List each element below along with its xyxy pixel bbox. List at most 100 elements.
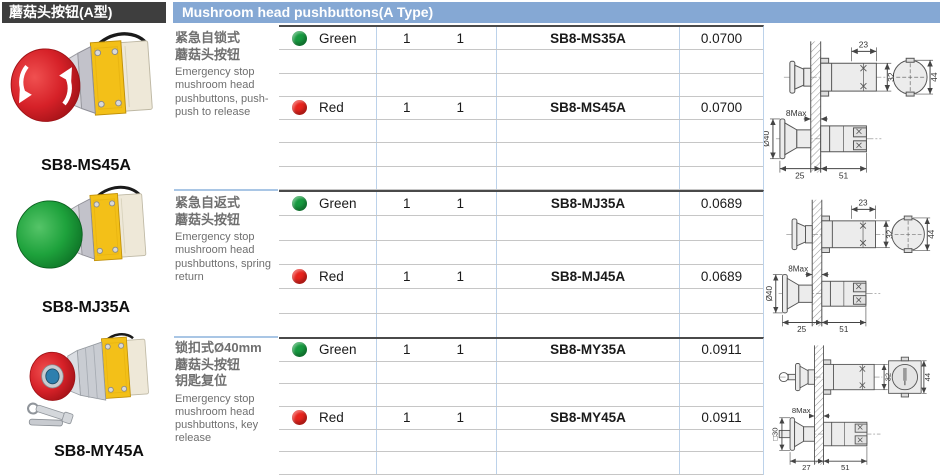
weight-cell: 0.0689 [680,192,763,215]
empty-cell [377,73,497,96]
qty-nc: 1 [456,196,464,212]
qty-cell: 1 1 [377,96,497,120]
green-color-dot-icon [292,196,307,212]
qty-no: 1 [403,100,411,116]
empty-cell [497,166,680,189]
empty-cell [497,429,680,452]
empty-cell [680,167,763,189]
weight-value: 0.0689 [700,196,743,212]
empty-cell [497,120,680,143]
model-number: SB8-MJ45A [550,269,626,285]
weight-value: 0.0911 [701,342,742,358]
page-title-english: Mushroom head pushbuttons(A Type) [173,2,940,23]
weight-value: 0.0700 [700,30,743,46]
mushroom-button-green-photo [16,185,147,269]
color-cell: Red [279,407,377,429]
description-cn-line: 锁扣式Ø40mm [175,340,262,355]
model-number: SB8-MY45A [550,410,626,426]
table-row-empty [279,384,763,408]
empty-cell [279,120,377,143]
table-row-empty [279,73,763,97]
empty-cell [377,240,497,264]
qty-no: 1 [403,30,411,46]
dim-label-panel: 27 [802,463,811,472]
table-row-empty [279,361,763,385]
empty-cell [497,143,680,166]
model-cell: SB8-MS35A [497,27,680,50]
description-cn-line: 紧急自锁式 [175,30,241,45]
red-color-dot-icon [292,269,307,285]
color-label: Green [319,342,357,358]
weight-value: 0.0689 [700,269,743,285]
empty-cell [680,384,763,406]
table-row-green: Green 1 1 SB8-MY35A 0.0911 [279,339,763,362]
dim-label-body: 51 [841,463,850,472]
color-cell: Green [279,192,377,216]
empty-cell [680,120,763,142]
dim-label-top: 23 [858,199,868,208]
section-separator [174,189,278,191]
red-color-dot-icon [292,410,307,426]
empty-cell [497,50,680,73]
description-section-3: 锁扣式Ø40mm 蘑菇头按钮 钥匙复位 Emergency stop mushr… [175,340,277,446]
color-label: Green [319,30,357,46]
description-en: Emergency stop mushroom head pushbuttons… [175,392,259,445]
empty-cell [497,361,680,384]
green-color-dot-icon [292,342,307,358]
empty-cell [377,143,497,166]
empty-cell [497,216,680,240]
qty-nc: 1 [456,410,464,426]
model-cell: SB8-MY35A [497,339,680,361]
table-row-empty [279,429,763,453]
table-row-empty [279,166,763,190]
empty-cell [377,120,497,143]
table-row-empty [279,452,763,475]
empty-cell [680,430,763,452]
photo-caption: SB8-MJ35A [41,299,131,316]
dim-label-body: 51 [839,325,849,334]
color-cell: Green [279,27,377,50]
qty-no: 1 [403,410,411,426]
empty-cell [497,73,680,96]
empty-cell [279,384,377,407]
green-color-dot-icon [292,30,307,46]
description-section-2: 紧急自返式 蘑菇头按钮 Emergency stop mushroom head… [175,195,277,284]
empty-cell [279,361,377,384]
empty-cell [377,289,497,313]
dim-label-panel: 25 [795,170,805,180]
empty-cell [680,362,763,384]
dim-label-square: □30 [770,427,779,440]
dimension-drawing-section-2: 23 32 44 8Max Ø40 25 51 [764,192,940,336]
empty-cell [377,166,497,189]
spec-table-section-2: Green 1 1 SB8-MJ35A 0.0689 Red 1 1 [279,190,764,338]
description-cn-line: 紧急自返式 [175,195,241,210]
table-row-empty [279,50,763,74]
dim-label-body: 51 [839,170,849,180]
color-label: Green [319,196,357,212]
qty-cell: 1 1 [377,339,497,361]
dim-label-front: 44 [927,229,936,239]
dim-label-side: 32 [883,373,892,382]
empty-cell [377,361,497,384]
weight-value: 0.0700 [700,100,743,116]
empty-cell [497,240,680,264]
photo-caption: SB8-MS45A [41,157,131,174]
table-row-empty [279,120,763,144]
spec-table-section-3: Green 1 1 SB8-MY35A 0.0911 Red 1 1 [279,337,764,475]
technical-drawing-key: 32 44 8Max □30 27 51 [770,345,932,472]
dim-label-top: 23 [859,39,869,49]
table-row-red: Red 1 1 SB8-MS45A 0.0700 [279,96,763,121]
qty-cell: 1 1 [377,407,497,429]
dim-label-max: 8Max [792,406,811,415]
empty-cell [279,73,377,96]
qty-nc: 1 [456,100,464,116]
page-title-chinese: 蘑菇头按钮(A型) [2,2,166,23]
empty-cell [377,429,497,452]
weight-cell: 0.0700 [680,97,763,119]
empty-cell [497,452,680,475]
product-photo-my45a: SB8-MY45A [0,330,172,460]
empty-cell [377,313,497,337]
weight-cell: 0.0689 [680,265,763,288]
weight-cell: 0.0911 [680,407,763,429]
